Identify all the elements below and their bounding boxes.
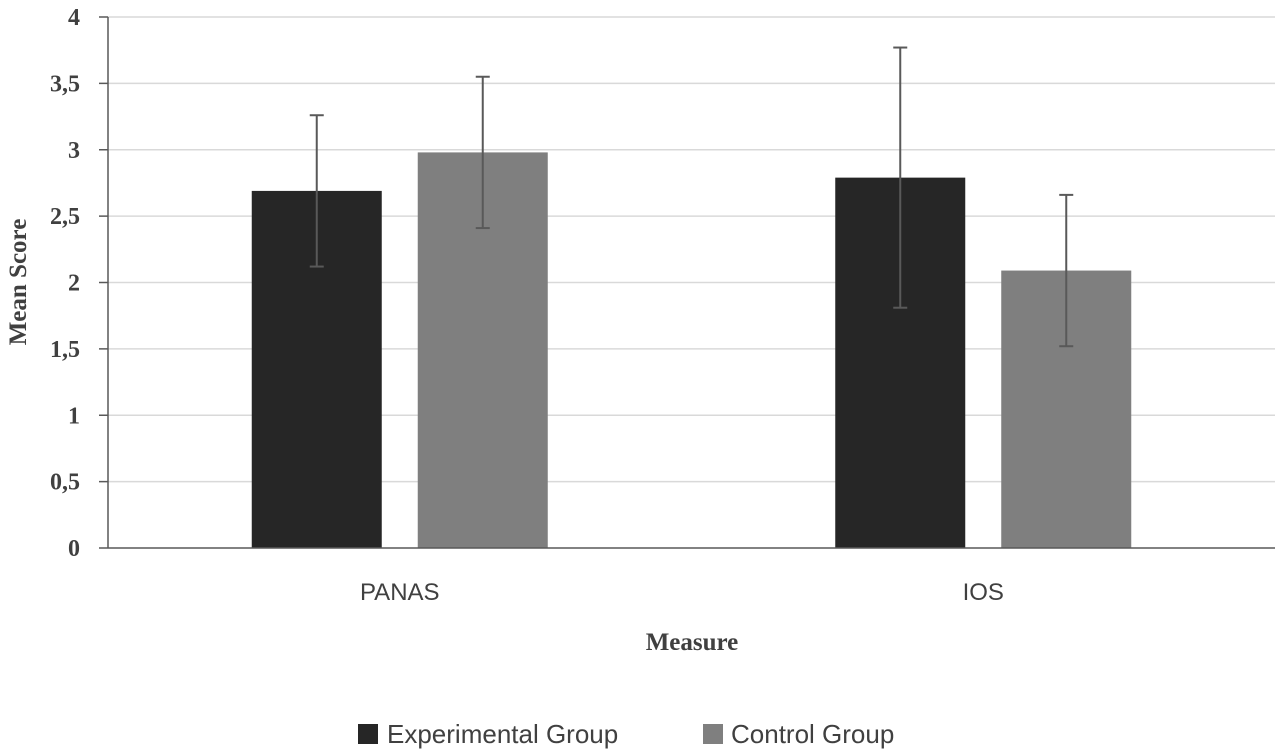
error-bar — [893, 46, 908, 309]
error-bar — [475, 75, 490, 230]
error-bars — [309, 46, 1074, 348]
y-tick-label: 3,5 — [50, 71, 80, 97]
legend-label: Control Group — [731, 719, 894, 749]
legend-swatch — [703, 724, 723, 744]
y-tick-label: 2,5 — [50, 204, 80, 230]
legend-swatch — [358, 724, 378, 744]
y-axis-title: Mean Score — [5, 219, 32, 346]
y-tick-label: 2 — [68, 271, 80, 297]
y-tick-label: 4 — [68, 5, 80, 31]
error-bar — [1059, 193, 1074, 348]
x-axis-title: Measure — [646, 629, 739, 656]
y-tick-label: 3 — [68, 138, 80, 164]
legend: Experimental Group Control Group — [358, 719, 894, 749]
x-tick-label-ios: IOS — [963, 579, 1004, 606]
legend-item-experimental-group: Experimental Group — [358, 719, 618, 749]
x-axis-ticks: PANAS IOS — [360, 579, 1004, 606]
error-bar — [309, 114, 324, 268]
bars — [251, 152, 1132, 548]
y-tick-label: 1,5 — [50, 337, 80, 363]
y-tick-label: 1 — [68, 403, 80, 429]
legend-item-control-group: Control Group — [703, 719, 894, 749]
y-tick-label: 0 — [68, 536, 80, 562]
y-axis-ticks: 0 0,5 1 1,5 2 2,5 3 3,5 4 — [50, 5, 108, 562]
y-tick-label: 0,5 — [50, 470, 80, 496]
x-tick-label-panas: PANAS — [360, 579, 440, 606]
legend-label: Experimental Group — [387, 719, 618, 749]
